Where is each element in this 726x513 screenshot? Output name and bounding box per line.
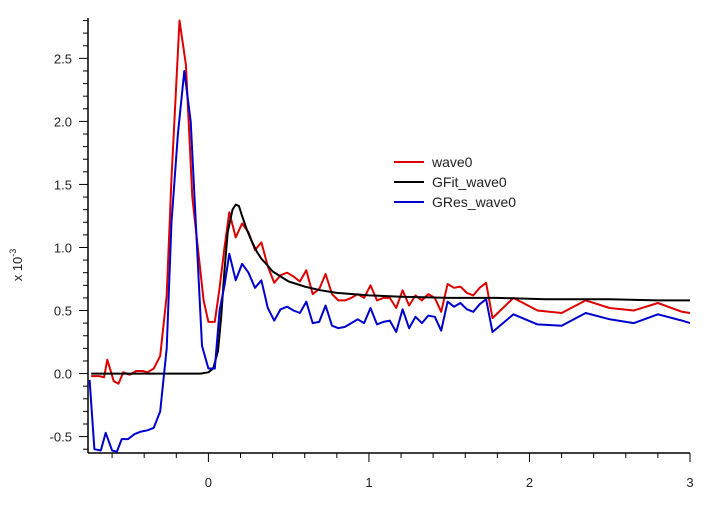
y-tick-label: 0.0 xyxy=(54,367,72,382)
y-axis-label-exponent: -3 xyxy=(8,249,18,257)
y-axis-label-prefix: x 10 xyxy=(10,257,25,282)
y-axis: -0.5 0.0 0.5 1.0 1.5 2.0 2.5 xyxy=(50,20,88,450)
x-tick-label: 0 xyxy=(205,475,212,490)
legend-label-gfit-wave0: GFit_wave0 xyxy=(432,174,507,190)
legend-label-wave0: wave0 xyxy=(431,154,473,170)
x-axis: 0 1 2 3 xyxy=(111,453,694,490)
x-tick-label: 3 xyxy=(686,475,693,490)
legend: wave0 GFit_wave0 GRes_wave0 xyxy=(394,154,516,210)
y-axis-label: x 10-3 xyxy=(8,249,25,282)
y-tick-label: -0.5 xyxy=(50,430,72,445)
series-line-wave0 xyxy=(91,19,691,385)
series-line-gfit-wave0 xyxy=(91,203,690,375)
y-tick-label: 2.0 xyxy=(54,114,72,129)
y-tick-label: 2.5 xyxy=(54,51,72,66)
series-line-gres-wave0 xyxy=(88,70,691,453)
legend-label-gres-wave0: GRes_wave0 xyxy=(432,194,516,210)
series-group xyxy=(88,19,691,453)
y-tick-label: 1.5 xyxy=(54,177,72,192)
y-tick-label: 1.0 xyxy=(54,240,72,255)
x-tick-label: 1 xyxy=(365,475,372,490)
y-tick-label: 0.5 xyxy=(54,304,72,319)
x-tick-label: 2 xyxy=(526,475,533,490)
